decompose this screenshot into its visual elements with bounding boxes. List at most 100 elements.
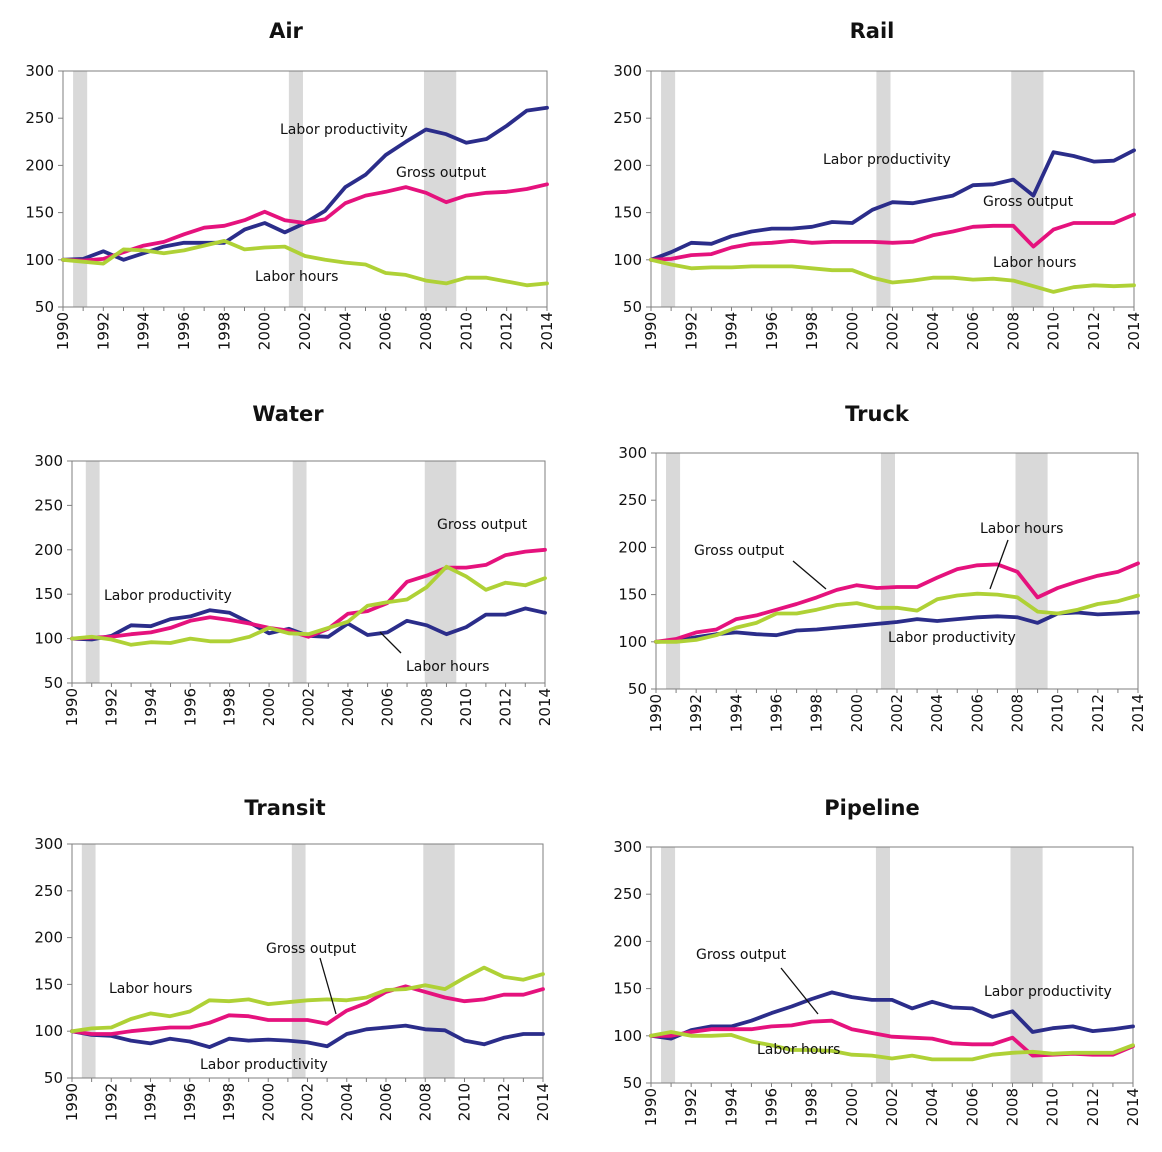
- x-tick-label: 2014: [536, 688, 554, 726]
- series-line-labor-hours: [70, 965, 545, 1034]
- y-tick-label: 250: [618, 491, 647, 509]
- x-tick-label: 1996: [763, 1088, 781, 1126]
- panel-title: Truck: [845, 402, 910, 426]
- x-tick-label: 1998: [221, 688, 239, 726]
- x-tick-label: 2006: [963, 1088, 981, 1126]
- annotation-labor-productivity: Labor productivity: [104, 588, 232, 604]
- x-tick-label: 2004: [923, 1088, 941, 1126]
- recession-band: [880, 453, 895, 689]
- x-tick-label: 2008: [418, 688, 436, 726]
- x-tick-label: 2006: [378, 688, 396, 726]
- annotation-labor-hours: Labor hours: [980, 521, 1063, 537]
- recession-band: [288, 71, 303, 307]
- x-tick-label: 1998: [220, 1083, 238, 1121]
- recession-band: [876, 71, 891, 307]
- y-tick-label: 150: [613, 204, 642, 222]
- x-tick-label: 2010: [457, 312, 475, 350]
- x-tick-label: 2000: [260, 688, 278, 726]
- annotation-leader-line: [319, 957, 337, 1015]
- y-tick-label: 250: [613, 109, 642, 127]
- series-line-labor-hours: [70, 564, 547, 647]
- y-tick-label: 150: [34, 585, 63, 603]
- x-tick-label: 1998: [808, 694, 826, 732]
- x-tick-label: 1994: [723, 312, 741, 350]
- x-tick-label: 1992: [102, 1083, 120, 1121]
- x-tick-label: 1996: [763, 312, 781, 350]
- x-tick-label: 1992: [102, 688, 120, 726]
- series-line-labor-hours: [654, 591, 1140, 644]
- panel-truck: 50 100 150 200 250 300 1990 1992 1994 1996 1998 200…: [618, 402, 1147, 732]
- x-tick-label: 2012: [1084, 1088, 1102, 1126]
- recession-band: [661, 71, 676, 307]
- x-tick-label: 2010: [457, 688, 475, 726]
- x-tick-label: 2006: [377, 1083, 395, 1121]
- x-tick-label: 1992: [682, 312, 700, 350]
- recession-band: [81, 844, 96, 1078]
- y-tick-label: 200: [613, 932, 642, 950]
- x-tick-label: 2002: [884, 312, 902, 350]
- panel-transit: 50 100 150 200 250 300 1990 1992 1994 1996 1998 200…: [34, 796, 552, 1121]
- y-tick-label: 200: [613, 156, 642, 174]
- x-tick-label: 2008: [417, 312, 435, 350]
- x-tick-label: 2004: [336, 312, 354, 350]
- x-tick-label: 2002: [299, 1083, 317, 1121]
- x-tick-label: 2008: [1004, 1088, 1022, 1126]
- x-tick-label: 2008: [1004, 312, 1022, 350]
- x-tick-label: 2002: [888, 694, 906, 732]
- series-line-gross-output: [654, 561, 1140, 644]
- x-tick-label: 1994: [142, 688, 160, 726]
- annotation-labor-productivity: Labor productivity: [984, 984, 1112, 1000]
- x-tick-label: 2014: [1129, 694, 1147, 732]
- x-tick-label: 2000: [256, 312, 274, 350]
- x-tick-label: 1990: [642, 1088, 660, 1126]
- x-tick-label: 1990: [647, 694, 665, 732]
- y-tick-label: 300: [613, 62, 642, 80]
- series-line-labor-productivity: [70, 1023, 545, 1049]
- annotation-gross-output: Gross output: [266, 941, 357, 957]
- x-tick-label: 2004: [338, 1083, 356, 1121]
- annotation-labor-productivity: Labor productivity: [823, 152, 951, 168]
- x-tick-label: 2012: [498, 312, 516, 350]
- recession-band: [661, 847, 676, 1083]
- y-tick-label: 150: [618, 586, 647, 604]
- y-tick-label: 100: [613, 1027, 642, 1045]
- y-tick-label: 300: [618, 444, 647, 462]
- y-tick-label: 250: [613, 885, 642, 903]
- x-tick-label: 2014: [1124, 1088, 1142, 1126]
- recession-band: [85, 461, 100, 683]
- plot-frame: [655, 452, 1139, 690]
- x-tick-label: 2004: [924, 312, 942, 350]
- annotation-labor-hours: Labor hours: [757, 1042, 840, 1058]
- y-tick-label: 50: [623, 1074, 642, 1092]
- x-tick-label: 2012: [495, 1083, 513, 1121]
- recession-band: [666, 453, 681, 689]
- recession-band: [423, 844, 455, 1078]
- x-tick-label: 2000: [848, 694, 866, 732]
- annotation-leader-line: [780, 967, 819, 1015]
- x-tick-label: 1990: [642, 312, 660, 350]
- annotation-gross-output: Gross output: [396, 165, 487, 181]
- x-tick-label: 1992: [687, 694, 705, 732]
- panel-title: Transit: [244, 796, 325, 820]
- x-tick-label: 2000: [843, 312, 861, 350]
- x-tick-label: 2002: [296, 312, 314, 350]
- x-tick-label: 1996: [175, 312, 193, 350]
- annotation-labor-productivity: Labor productivity: [280, 122, 408, 138]
- panel-rail: 50 100 150 200 250 300 1990 1992 1994 1996 1998 200…: [613, 19, 1143, 350]
- y-tick-label: 50: [623, 298, 642, 316]
- x-tick-label: 2004: [339, 688, 357, 726]
- series-line-gross-output: [70, 984, 545, 1036]
- y-tick-label: 250: [25, 109, 54, 127]
- panel-title: Pipeline: [824, 796, 919, 820]
- y-tick-label: 150: [25, 204, 54, 222]
- y-tick-label: 200: [618, 538, 647, 556]
- y-tick-label: 50: [44, 1069, 63, 1087]
- x-tick-label: 1994: [135, 312, 153, 350]
- x-tick-label: 2012: [497, 688, 515, 726]
- series-line-gross-output: [70, 547, 547, 641]
- y-tick-label: 200: [34, 929, 63, 947]
- y-tick-label: 100: [34, 1022, 63, 1040]
- x-tick-label: 2012: [1089, 694, 1107, 732]
- plot-frame: [650, 70, 1135, 308]
